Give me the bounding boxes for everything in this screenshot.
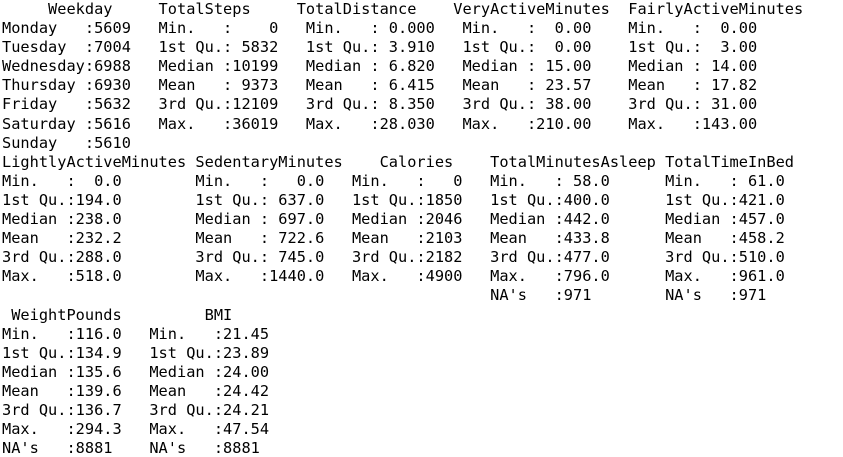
summary-row-max: Max. :518.0 Max. :1440.0 Max. :4900 Max.… xyxy=(2,267,804,286)
summary-row-min-monday: Monday :5609 Min. : 0 Min. : 0.000 Min. … xyxy=(2,19,804,38)
summary-row-max-saturday: Saturday :5616 Max. :36019 Max. :28.030 … xyxy=(2,114,804,133)
summary-row-max: Max. :294.3 Max. :47.54 xyxy=(2,420,288,439)
summary-row-3rdqu: 3rd Qu.:136.7 3rd Qu.:24.21 xyxy=(2,400,288,419)
summary-row-median: Median :238.0 Median : 697.0 Median :204… xyxy=(2,210,804,229)
summary-row-1stqu: 1st Qu.:194.0 1st Qu.: 637.0 1st Qu.:185… xyxy=(2,190,804,209)
summary-row-median: Median :135.6 Median :24.00 xyxy=(2,362,288,381)
summary-row-nas: NA's :971 NA's :971 xyxy=(2,286,804,305)
summary-row-sunday: Sunday :5610 xyxy=(2,133,813,152)
summary-row-min: Min. : 0.0 Min. : 0.0 Min. : 0 Min. : 58… xyxy=(2,171,804,190)
summary-header-row-1: Weekday TotalSteps TotalDistance VeryAct… xyxy=(2,0,804,18)
summary-row-median-wednesday: Wednesday:6988 Median :10199 Median : 6.… xyxy=(2,57,804,76)
summary-row-3rdqu-friday: Friday :5632 3rd Qu.:12109 3rd Qu.: 8.35… xyxy=(2,95,804,114)
summary-row-mean: Mean :232.2 Mean : 722.6 Mean :2103 Mean… xyxy=(2,229,804,248)
summary-row-3rdqu: 3rd Qu.:288.0 3rd Qu.: 745.0 3rd Qu.:218… xyxy=(2,248,804,267)
summary-row-mean-thursday: Thursday :6930 Mean : 9373 Mean : 6.415 … xyxy=(2,76,804,95)
summary-row-1stqu: 1st Qu.:134.9 1st Qu.:23.89 xyxy=(2,343,288,362)
summary-row-1stqu-tuesday: Tuesday :7004 1st Qu.: 5832 1st Qu.: 3.9… xyxy=(2,38,804,57)
summary-header-row-2: LightlyActiveMinutes SedentaryMinutes Ca… xyxy=(2,152,795,171)
summary-row-nas: NA's :8881 NA's :8881 xyxy=(2,439,288,457)
summary-row-min: Min. :116.0 Min. :21.45 xyxy=(2,324,288,343)
summary-row-mean: Mean :139.6 Mean :24.42 xyxy=(2,381,288,400)
summary-header-row-3: WeightPounds BMI xyxy=(2,305,297,324)
